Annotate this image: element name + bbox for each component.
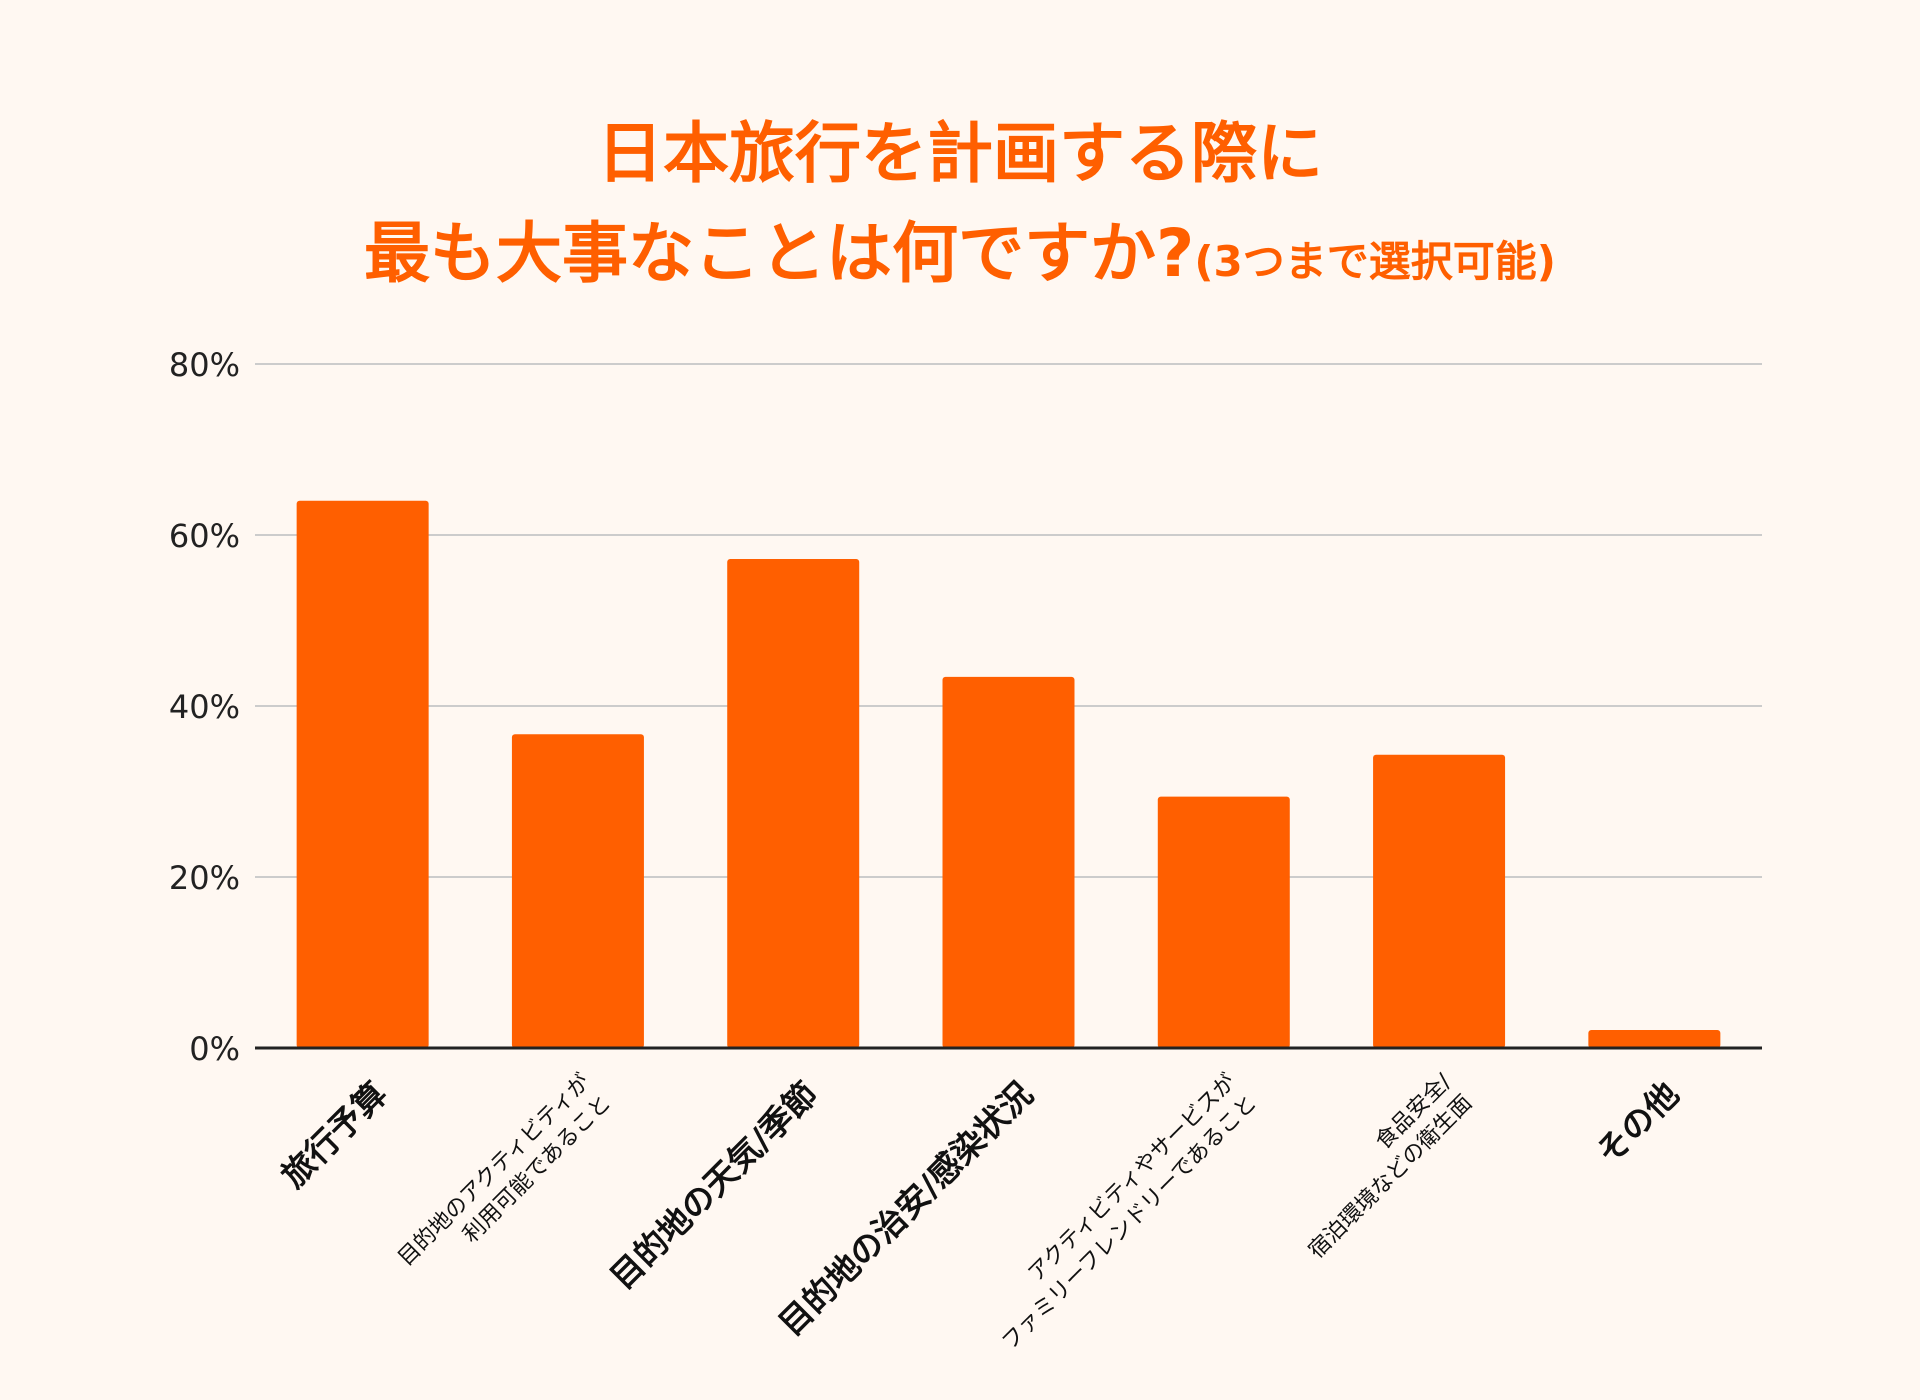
x-tick-label: 食品安全/宿泊環境などの衛生面 — [1304, 1069, 1477, 1264]
y-tick-label: 80% — [169, 346, 240, 384]
y-tick-label: 0% — [189, 1030, 240, 1068]
x-tick-label-line: 目的地のアクティビティが — [393, 1070, 595, 1272]
x-tick-label-line: ファミリーフレンドリーであること — [997, 1091, 1262, 1356]
bar — [296, 500, 429, 1048]
x-tick-label: その他 — [1589, 1074, 1687, 1172]
chart-title-line1: 日本旅行を計画する際に — [597, 115, 1323, 192]
bar — [1373, 754, 1506, 1048]
y-tick-layer: 0% 20% 40% 60% 80% — [169, 346, 240, 1068]
x-tick-label-line: 旅行予算 — [274, 1074, 395, 1195]
x-tick-label: 目的地の天気/季節 — [602, 1074, 825, 1297]
y-tick-label: 20% — [169, 859, 240, 897]
bar-layer — [255, 500, 1762, 1050]
x-label-layer: 旅行予算目的地のアクティビティが利用可能であること目的地の天気/季節目的地の治安… — [274, 1069, 1687, 1355]
bar — [942, 676, 1075, 1048]
chart-title-suffix: (3つまで選択可能) — [1194, 237, 1556, 286]
grid-layer — [255, 363, 1762, 878]
x-tick-label-line: その他 — [1589, 1074, 1687, 1172]
x-tick-label-line: アクティビティやサービスが — [1024, 1070, 1241, 1287]
x-tick-label: 旅行予算 — [274, 1074, 395, 1195]
y-tick-label: 40% — [169, 688, 240, 726]
chart-title-line2: 最も大事なことは何ですか?(3つまで選択可能) — [0, 200, 1920, 296]
bar — [727, 558, 860, 1048]
bar — [511, 734, 644, 1048]
bar — [1588, 1030, 1721, 1048]
x-tick-label-line: 目的地の天気/季節 — [602, 1074, 825, 1297]
bar — [1157, 796, 1290, 1048]
y-tick-label: 60% — [169, 517, 240, 555]
chart-title-main: 最も大事なことは何ですか? — [364, 215, 1195, 292]
